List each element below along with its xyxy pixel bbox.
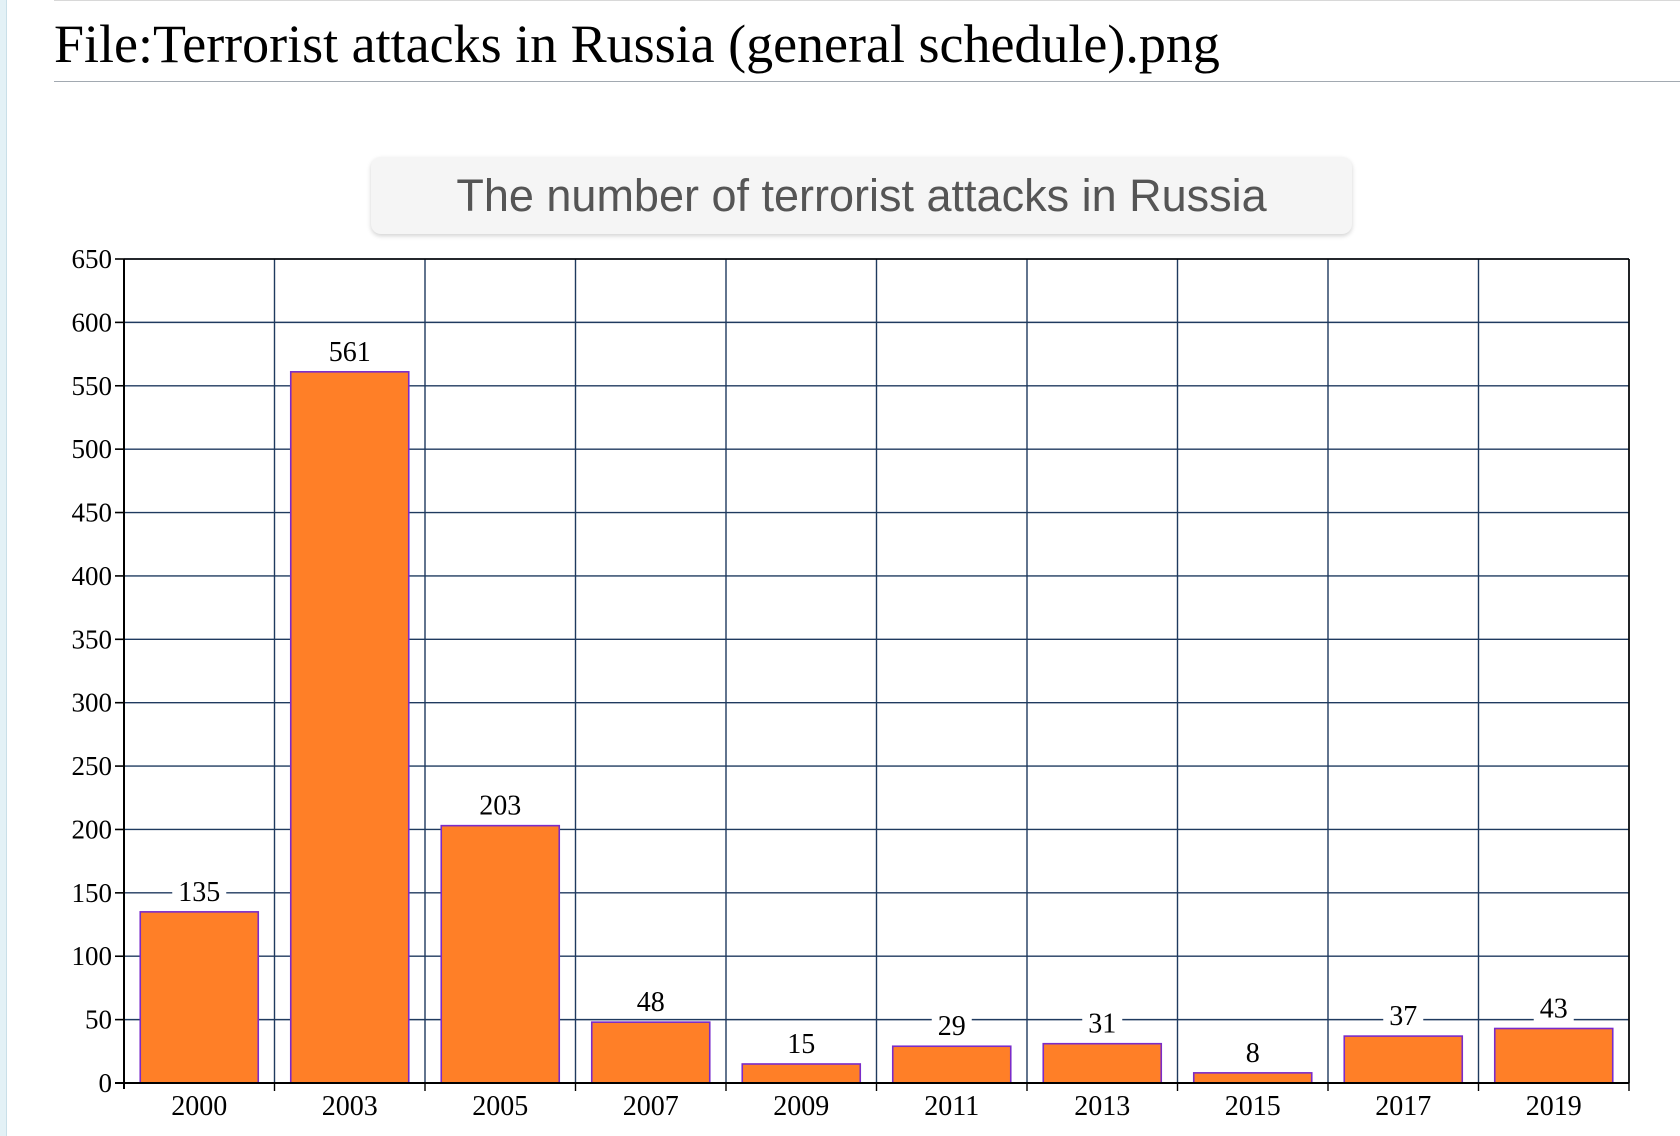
bar-2007 xyxy=(590,1021,711,1084)
x-tick-label-2017: 2017 xyxy=(1375,1091,1431,1122)
y-tick-label-650: 650 xyxy=(72,244,113,274)
data-label-2011: 29 xyxy=(938,1011,966,1042)
data-label-2017: 37 xyxy=(1389,1001,1417,1032)
bar-2005 xyxy=(440,824,561,1084)
data-label-bg-2019 xyxy=(1533,992,1574,1023)
x-tick-label-2009: 2009 xyxy=(773,1091,829,1122)
chart-title: The number of terrorist attacks in Russi… xyxy=(456,169,1267,221)
y-tick-label-250: 250 xyxy=(72,751,113,781)
data-label-bg-2000 xyxy=(172,875,227,906)
data-label-2015: 8 xyxy=(1246,1038,1260,1069)
data-label-bg-2009 xyxy=(781,1027,822,1058)
chart-labels: 0 50 100 150 200 250 300 350 400 450 500 550 600 650 1… xyxy=(72,244,1582,1122)
data-label-2013: 31 xyxy=(1088,1009,1116,1040)
y-tick-label-300: 300 xyxy=(72,688,113,718)
x-tick-label-2000: 2000 xyxy=(171,1091,227,1122)
bar-2019 xyxy=(1493,1027,1614,1084)
y-tick-label-0: 0 xyxy=(99,1068,113,1098)
y-tick-label-450: 450 xyxy=(72,498,113,528)
data-label-2007: 48 xyxy=(637,987,665,1018)
top-border-rule xyxy=(54,0,1680,1)
data-label-bg-2007 xyxy=(630,986,671,1017)
left-margin-rule xyxy=(0,0,7,1136)
y-tick-label-500: 500 xyxy=(72,434,113,464)
bar-2000 xyxy=(139,911,260,1084)
x-tick-label-2019: 2019 xyxy=(1526,1091,1582,1122)
page-title: File:Terrorist attacks in Russia (genera… xyxy=(54,14,1220,74)
x-tick-label-2005: 2005 xyxy=(472,1091,528,1122)
chart-axes xyxy=(115,258,1630,1091)
data-label-bg-2015 xyxy=(1239,1036,1266,1067)
y-tick-label-100: 100 xyxy=(72,941,113,971)
data-label-bg-2005 xyxy=(473,789,528,820)
chart-bars xyxy=(139,371,1614,1084)
y-tick-label-350: 350 xyxy=(72,624,113,654)
y-tick-label-150: 150 xyxy=(72,878,113,908)
data-label-2005: 203 xyxy=(479,791,521,822)
data-label-2003: 561 xyxy=(329,337,371,368)
x-tick-label-2007: 2007 xyxy=(623,1091,679,1122)
chart-title-box: The number of terrorist attacks in Russi… xyxy=(371,157,1352,234)
data-label-bg-2011 xyxy=(931,1010,972,1041)
data-label-2000: 135 xyxy=(178,877,220,908)
y-tick-label-200: 200 xyxy=(72,814,113,844)
bar-2017 xyxy=(1343,1035,1464,1084)
data-label-2009: 15 xyxy=(787,1029,815,1060)
bar-2003 xyxy=(289,371,410,1084)
x-tick-label-2011: 2011 xyxy=(924,1091,979,1122)
y-tick-label-50: 50 xyxy=(85,1005,112,1035)
bar-2011 xyxy=(891,1045,1012,1084)
y-tick-label-400: 400 xyxy=(72,561,113,591)
y-tick-label-600: 600 xyxy=(72,307,113,337)
x-tick-label-2015: 2015 xyxy=(1225,1091,1281,1122)
x-tick-label-2013: 2013 xyxy=(1074,1091,1130,1122)
bar-2009 xyxy=(741,1063,862,1084)
bar-2015 xyxy=(1192,1072,1313,1084)
y-tick-label-550: 550 xyxy=(72,371,113,401)
data-label-bg-2017 xyxy=(1383,1000,1424,1031)
title-underline xyxy=(54,81,1680,82)
x-tick-label-2003: 2003 xyxy=(322,1091,378,1122)
data-label-bg-2013 xyxy=(1082,1007,1123,1038)
data-label-bg-2003 xyxy=(322,335,377,366)
bar-2013 xyxy=(1042,1042,1163,1084)
data-label-2019: 43 xyxy=(1540,993,1568,1024)
